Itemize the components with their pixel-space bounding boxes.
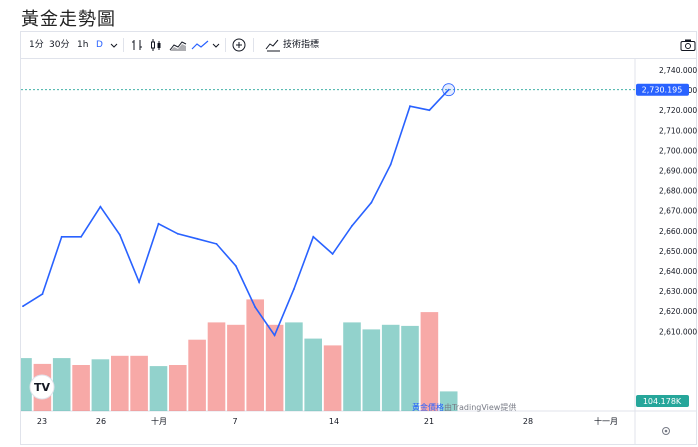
bar-chart-style-icon[interactable]	[130, 38, 144, 52]
price-point	[157, 222, 160, 225]
volume-bar	[381, 324, 400, 412]
volume-bar	[285, 322, 303, 411]
price-point	[254, 306, 257, 309]
volume-bar	[188, 339, 206, 411]
price-point	[331, 253, 334, 255]
x-tick-label: 23	[37, 417, 47, 426]
x-tick-label: 28	[523, 417, 533, 426]
price-point	[176, 232, 179, 235]
price-point	[99, 205, 102, 208]
y-tick-label: 2,620.000	[659, 307, 697, 316]
price-point	[293, 288, 295, 290]
x-tick-label: 十月	[151, 416, 167, 426]
volume-bar	[246, 299, 264, 411]
volume-bar	[169, 365, 187, 411]
y-tick-label: 2,640.000	[659, 267, 697, 276]
volume-bar	[304, 338, 322, 412]
chart-toolbar: 1分 30分 1h D 技術指標	[21, 32, 696, 59]
y-tick-label: 2,740.000	[659, 66, 697, 75]
price-chart[interactable]: TV 2,740.0002,730.0002,720.0002,710.0002…	[21, 59, 697, 444]
price-point	[138, 281, 140, 283]
y-tick-label: 2,690.000	[659, 167, 697, 176]
volume-bar	[420, 312, 439, 411]
y-tick-label: 2,710.000	[659, 126, 697, 135]
x-tick-label: 十一月	[594, 416, 618, 426]
chevron-down-icon[interactable]	[211, 38, 221, 52]
chart-widget: 1分 30分 1h D 技術指標 TV 2,740.0002,730.0002,…	[20, 31, 697, 445]
volume-bar	[91, 359, 110, 412]
y-tick-label: 2,610.000	[659, 327, 697, 336]
volume-label-value: 104.178K	[643, 397, 682, 406]
y-tick-label: 2,650.000	[659, 247, 697, 256]
y-tick-label: 2,720.000	[659, 106, 697, 115]
volume-bar	[227, 324, 245, 412]
x-tick-label: 14	[329, 417, 339, 426]
chevron-down-icon[interactable]	[109, 38, 119, 52]
volume-bar	[323, 345, 342, 411]
interval-1min-button[interactable]: 1分	[29, 40, 44, 50]
candlestick-style-icon[interactable]	[149, 38, 163, 52]
volume-bar	[149, 366, 168, 411]
x-tick-label: 7	[232, 417, 237, 426]
attribution-text: 由TradingView提供	[444, 403, 517, 412]
price-point	[235, 265, 237, 267]
watermark-text: TV	[34, 381, 51, 394]
volume-bar	[111, 355, 129, 411]
price-point	[60, 235, 63, 238]
price-point	[196, 237, 199, 240]
price-point	[409, 105, 411, 108]
page-title: 黃金走勢圖	[21, 9, 116, 30]
indicators-button[interactable]: 技術指標	[283, 40, 320, 50]
volume-bar	[265, 324, 284, 412]
volume-bar	[439, 391, 458, 411]
price-point	[370, 201, 373, 204]
price-point	[80, 235, 82, 238]
x-tick-label: 21	[424, 417, 434, 426]
interval-30min-button[interactable]: 30分	[49, 40, 70, 50]
volume-bar	[401, 325, 419, 411]
interval-1h-button[interactable]: 1h	[77, 40, 89, 50]
compare-add-icon[interactable]	[232, 38, 246, 52]
price-point	[215, 243, 218, 245]
volume-bar	[52, 358, 71, 411]
indicators-icon[interactable]	[265, 38, 281, 52]
volume-label-badge: 104.178K	[636, 395, 689, 407]
attribution: 黃金價格由TradingView提供	[412, 402, 516, 413]
volume-bar	[72, 365, 90, 411]
y-tick-label: 2,660.000	[659, 227, 697, 236]
price-point	[351, 224, 353, 227]
volume-bar	[343, 322, 361, 411]
y-tick-label: 2,680.000	[659, 187, 697, 196]
area-chart-style-icon[interactable]	[169, 38, 187, 52]
line-chart-style-icon[interactable]	[191, 38, 209, 52]
price-point	[41, 293, 44, 295]
settings-gear-icon[interactable]	[662, 427, 670, 435]
volume-bar	[130, 355, 148, 411]
last-price-marker	[442, 83, 456, 97]
price-point	[389, 163, 392, 166]
volume-bar	[207, 322, 226, 411]
price-label-value: 2,730.195	[642, 86, 683, 95]
price-line	[22, 89, 450, 337]
y-tick-label: 2,630.000	[659, 287, 697, 296]
price-point	[22, 305, 24, 308]
tradingview-watermark: TV	[29, 374, 55, 400]
price-point	[118, 233, 121, 236]
volume-bar	[362, 329, 381, 411]
price-axis[interactable]: 2,740.0002,730.0002,720.0002,710.0002,70…	[659, 66, 697, 336]
y-tick-label: 2,670.000	[659, 207, 697, 216]
price-label-badge: 2,730.195	[636, 83, 689, 96]
x-tick-label: 26	[96, 417, 106, 426]
interval-day-button[interactable]: D	[96, 40, 103, 50]
price-point	[447, 88, 450, 91]
attribution-link[interactable]: 黃金價格	[412, 403, 444, 412]
y-tick-label: 2,700.000	[659, 146, 697, 155]
volume-bar	[21, 358, 32, 411]
price-point	[312, 235, 315, 238]
price-point	[273, 334, 276, 337]
time-axis[interactable]: 23 26 十月 7 14 21 28 十一月	[37, 416, 618, 426]
camera-icon[interactable]	[680, 38, 696, 52]
price-point	[428, 109, 431, 112]
